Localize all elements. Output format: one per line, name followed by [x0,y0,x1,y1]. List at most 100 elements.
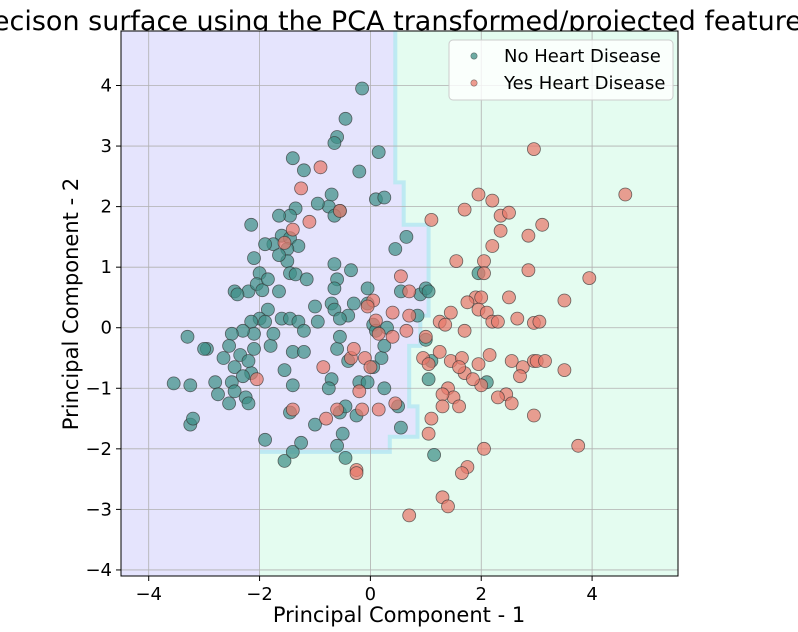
data-point [260,272,275,287]
data-point [482,348,497,362]
data-point [327,257,342,272]
y-axis-label: Principal Component - 2 [59,178,83,430]
data-point [435,399,450,414]
data-point [319,411,334,426]
data-point [521,263,536,278]
data-point [272,284,286,299]
data-point [371,402,386,417]
data-point [504,354,519,368]
data-point [211,387,225,402]
x-tick-label: −4 [135,584,162,605]
data-point [316,360,331,375]
data-point [308,299,322,314]
x-axis-ticks: −4 −2 0 2 4 [135,576,598,605]
data-point [332,203,347,218]
x-tick-label: 4 [586,584,597,605]
decision-boundary [259,31,431,454]
data-point [493,223,508,238]
data-point [421,426,436,441]
data-point [521,228,536,243]
data-point [557,293,572,308]
data-point [285,378,300,393]
data-point [249,372,264,387]
data-point [241,396,256,411]
data-point [427,447,442,462]
data-point [277,453,292,468]
data-point [502,290,516,305]
data-point [327,136,342,150]
data-point [527,142,541,157]
data-point [360,299,375,314]
data-point [421,284,436,299]
region-no-heart-disease [121,31,429,576]
data-point [527,408,541,423]
data-point [222,396,237,411]
data-point [224,326,239,341]
data-point [421,357,436,372]
data-point [457,323,472,338]
data-point [244,217,259,232]
data-point [477,254,491,269]
data-point [460,295,475,310]
data-point [355,81,370,96]
data-point [618,187,633,202]
data-point [360,375,375,390]
data-point [272,208,286,223]
data-point [258,432,273,447]
legend-box [448,39,674,101]
legend: No Heart Disease Yes Heart Disease [448,39,674,101]
data-point [538,354,552,368]
data-point [227,360,242,375]
data-point [388,396,403,411]
grid-lines [121,31,678,576]
y-tick-label: −4 [85,560,112,581]
data-point [465,372,480,387]
data-point [510,311,525,326]
data-point [402,508,417,523]
data-point [332,329,347,344]
data-point [338,111,353,126]
data-point [377,381,392,396]
data-point [435,387,450,402]
data-point [272,248,286,263]
data-point [485,239,500,253]
data-point [338,450,353,465]
data-point [388,242,403,256]
data-point [294,181,309,196]
data-point [535,217,550,232]
data-point [235,369,250,384]
data-point [504,396,519,411]
data-point [571,438,586,453]
data-point [532,314,547,329]
data-point [374,351,389,365]
data-point [418,329,433,344]
legend-label: Yes Heart Disease [503,73,665,94]
data-points [166,81,633,523]
data-point [216,351,231,365]
x-axis-label: Principal Component - 1 [273,603,525,627]
data-point [352,384,367,399]
data-point [266,326,281,341]
data-point [457,202,472,217]
data-point [335,426,350,441]
data-point [186,411,200,426]
data-point [263,338,278,353]
data-point [197,341,212,356]
data-point [385,329,400,344]
data-point [346,341,361,356]
data-point [371,326,386,341]
data-point [477,441,491,456]
data-point [385,305,400,320]
data-point [180,329,195,344]
data-point [308,417,322,432]
y-axis-ticks: −4 −3 −2 −1 0 1 2 3 4 [85,76,121,581]
data-point [393,420,408,435]
y-tick-label: −3 [85,499,112,520]
data-point [363,360,378,375]
x-tick-label: 0 [365,584,376,605]
data-point [327,281,342,296]
data-point [352,164,367,179]
data-point [313,160,328,175]
y-tick-label: 0 [101,318,112,339]
data-point [402,284,417,299]
